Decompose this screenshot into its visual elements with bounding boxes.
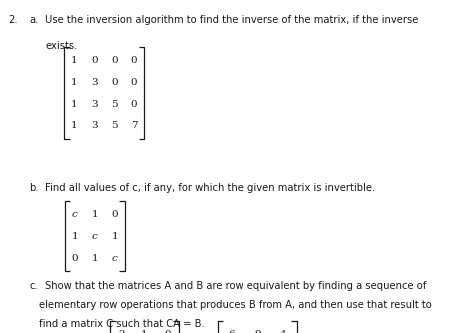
Text: Use the inversion algorithm to find the inverse of the matrix, if the inverse: Use the inversion algorithm to find the … — [45, 15, 419, 25]
Text: 2: 2 — [118, 330, 125, 333]
Text: 0: 0 — [164, 330, 171, 333]
Text: 1: 1 — [91, 253, 98, 263]
Text: 1: 1 — [91, 210, 98, 219]
Text: 1: 1 — [71, 56, 78, 65]
Text: 3: 3 — [91, 78, 98, 87]
Text: 0: 0 — [111, 210, 118, 219]
Text: elementary row operations that produces B from A, and then use that result to: elementary row operations that produces … — [39, 300, 432, 310]
Text: 0: 0 — [111, 78, 118, 87]
Text: 1: 1 — [72, 232, 78, 241]
Text: 0: 0 — [131, 56, 137, 65]
Text: Find all values of c, if any, for which the given matrix is invertible.: Find all values of c, if any, for which … — [45, 183, 375, 193]
Text: 7: 7 — [131, 121, 137, 130]
Text: 5: 5 — [111, 100, 118, 109]
Text: 0: 0 — [111, 56, 118, 65]
Text: 1: 1 — [71, 121, 78, 130]
Text: 3: 3 — [91, 100, 98, 109]
Text: c.: c. — [29, 281, 38, 291]
Text: 0: 0 — [131, 100, 137, 109]
Text: a.: a. — [29, 15, 39, 25]
Text: b.: b. — [29, 183, 39, 193]
Text: 1: 1 — [71, 78, 78, 87]
Text: 0: 0 — [72, 253, 78, 263]
Text: c: c — [112, 253, 118, 263]
Text: 0: 0 — [131, 78, 137, 87]
Text: 3: 3 — [91, 121, 98, 130]
Text: Show that the matrices A and B are row equivalent by finding a sequence of: Show that the matrices A and B are row e… — [45, 281, 427, 291]
Text: 5: 5 — [111, 121, 118, 130]
Text: 9: 9 — [254, 330, 261, 333]
Text: exists.: exists. — [45, 41, 77, 51]
Text: find a matrix C such that CA = B.: find a matrix C such that CA = B. — [39, 319, 205, 329]
Text: 2.: 2. — [9, 15, 18, 25]
Text: c: c — [72, 210, 78, 219]
Text: 6: 6 — [228, 330, 235, 333]
Text: c: c — [92, 232, 98, 241]
Text: 1: 1 — [71, 100, 78, 109]
Text: 1: 1 — [111, 232, 118, 241]
Text: 0: 0 — [91, 56, 98, 65]
Text: 4: 4 — [280, 330, 287, 333]
Text: 1: 1 — [141, 330, 148, 333]
